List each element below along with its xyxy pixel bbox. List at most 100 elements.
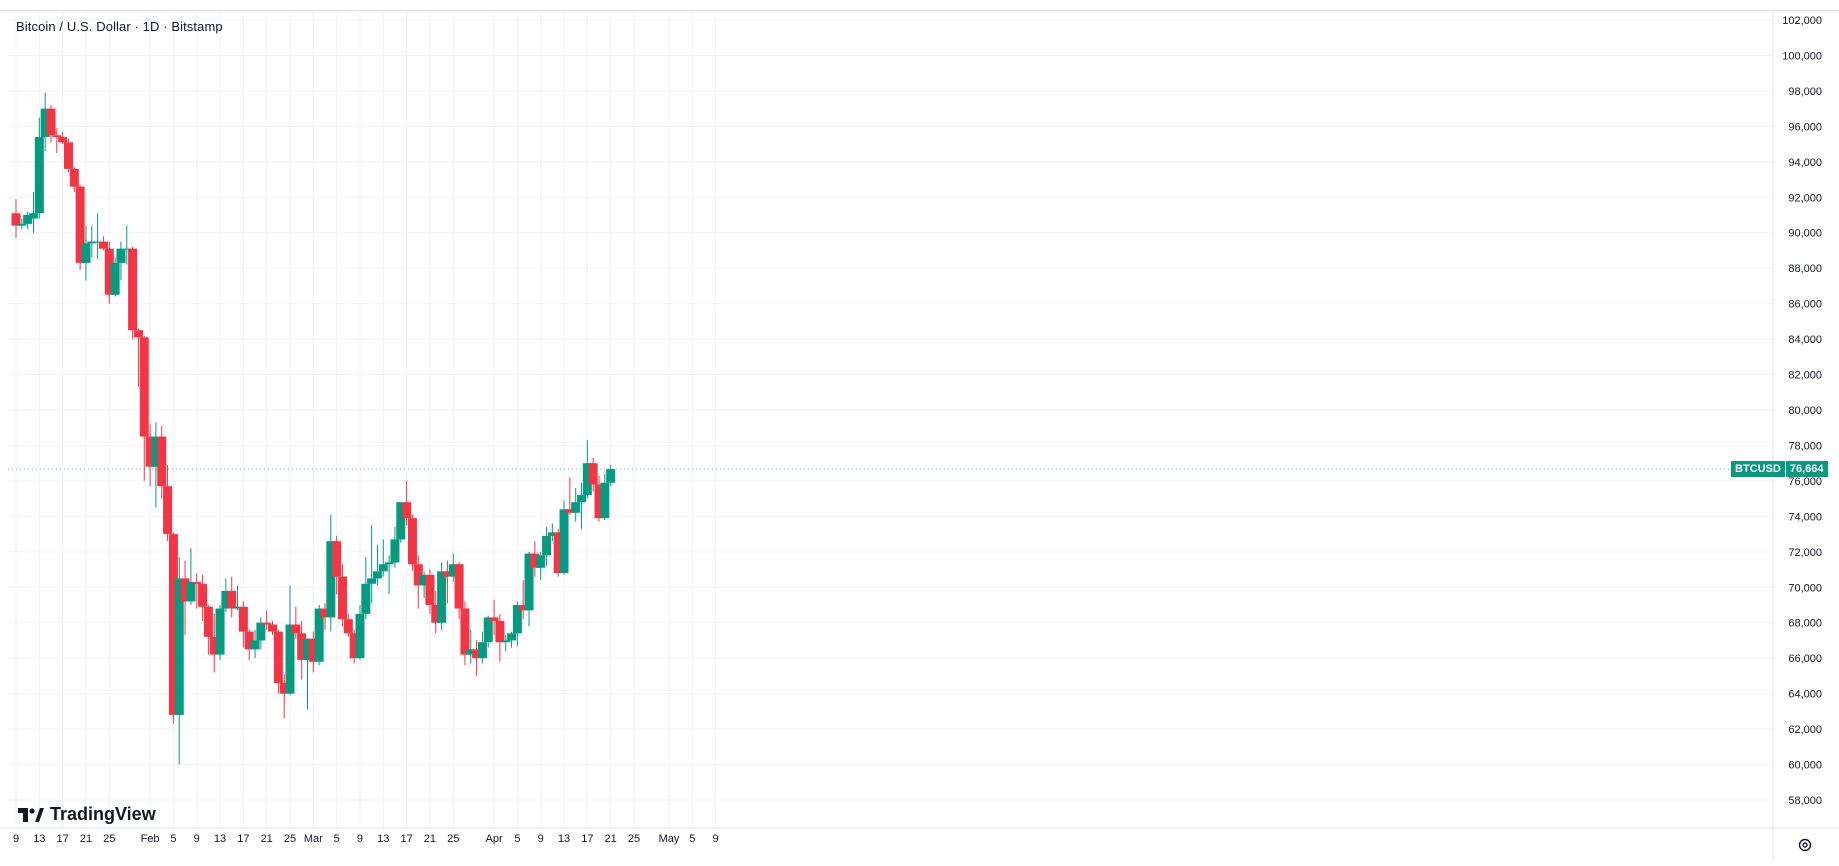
y-tick-label: 100,000 xyxy=(1782,50,1822,62)
candle xyxy=(63,138,73,173)
candle xyxy=(582,440,592,499)
x-tick-label: 21 xyxy=(605,833,617,845)
candle xyxy=(413,555,423,609)
tradingview-brand[interactable]: TradingView xyxy=(18,804,156,825)
candle xyxy=(198,574,208,621)
candle-body xyxy=(518,605,528,611)
candle-body xyxy=(157,436,167,487)
candle xyxy=(133,328,143,387)
candle xyxy=(600,473,610,520)
candle xyxy=(407,514,417,572)
candle xyxy=(571,488,581,522)
candle-body xyxy=(343,619,353,634)
candle xyxy=(17,218,27,230)
candle-body xyxy=(128,248,138,331)
candle-body xyxy=(524,553,534,611)
candle xyxy=(279,674,289,719)
y-tick-label: 74,000 xyxy=(1788,511,1822,523)
chart-canvas[interactable]: 58,000 60,000 62,000 64,000 66,000 68,000 70,0… xyxy=(0,10,1839,861)
candle-body xyxy=(361,583,371,614)
candle-body xyxy=(11,213,21,226)
candle-body xyxy=(174,578,184,715)
candle-body xyxy=(87,241,97,244)
candle xyxy=(495,613,505,662)
candle-body xyxy=(483,617,493,643)
candle xyxy=(46,105,56,143)
candle xyxy=(425,569,435,614)
candle-body xyxy=(285,624,295,694)
candle xyxy=(122,225,132,265)
candle-body xyxy=(337,576,347,620)
candle xyxy=(58,131,68,145)
candle-body xyxy=(495,620,505,643)
y-tick-label: 80,000 xyxy=(1788,405,1822,417)
candle-body xyxy=(425,574,435,605)
candle-body xyxy=(28,213,38,219)
candle xyxy=(180,560,190,636)
candle-body xyxy=(466,649,476,655)
candle xyxy=(547,523,557,542)
candle-body xyxy=(355,613,365,659)
candle-body xyxy=(431,605,441,623)
candle-body xyxy=(437,571,447,623)
candle xyxy=(448,553,458,582)
candle-body xyxy=(536,555,546,568)
candle xyxy=(52,128,62,153)
candle xyxy=(606,464,616,487)
candle-body xyxy=(460,608,470,655)
candle xyxy=(361,557,371,620)
candle xyxy=(221,578,231,613)
candle-body xyxy=(303,638,312,660)
candle-body xyxy=(273,631,283,683)
candle-body xyxy=(186,581,196,602)
candle-body xyxy=(501,640,511,643)
candle xyxy=(553,528,563,577)
candle xyxy=(437,562,447,630)
candle xyxy=(116,241,126,281)
candle-body xyxy=(203,606,213,637)
y-tick-label: 82,000 xyxy=(1788,370,1822,382)
candle-body xyxy=(163,486,173,535)
candle xyxy=(460,601,470,666)
candle-body xyxy=(332,541,342,577)
candle-body xyxy=(180,578,190,602)
candle-body xyxy=(454,564,464,609)
y-tick-label: 64,000 xyxy=(1788,689,1822,701)
x-tick-label: 17 xyxy=(400,833,412,845)
candle-body xyxy=(238,606,248,632)
candle xyxy=(174,557,184,765)
candle xyxy=(524,551,534,627)
candle-body xyxy=(308,638,318,662)
candle-body xyxy=(297,633,307,660)
x-tick-label: 9 xyxy=(13,833,19,845)
candle xyxy=(477,631,487,664)
chart-legend-title: Bitcoin / U.S. Dollar · 1D · Bitstamp xyxy=(16,19,223,34)
settings-gear-icon[interactable] xyxy=(1796,836,1814,854)
x-tick-label: May xyxy=(659,833,680,845)
candle-body xyxy=(448,564,458,577)
y-tick-label: 84,000 xyxy=(1788,334,1822,346)
candle xyxy=(238,601,248,648)
candle xyxy=(343,613,353,637)
candle xyxy=(454,562,464,620)
candle-body xyxy=(17,223,27,226)
candle xyxy=(536,551,546,581)
candle xyxy=(308,631,318,673)
x-tick-label: Mar xyxy=(304,833,323,845)
x-tick-label: 5 xyxy=(170,833,176,845)
candle xyxy=(87,225,97,258)
y-tick-label: 72,000 xyxy=(1788,547,1822,559)
candle xyxy=(501,635,511,652)
candlestick-chart[interactable]: 58,000 60,000 62,000 64,000 66,000 68,000 70,0… xyxy=(0,10,1839,861)
x-tick-label: 25 xyxy=(103,833,115,845)
candle-body xyxy=(349,633,359,659)
candle xyxy=(489,599,499,636)
candle xyxy=(472,640,482,676)
x-tick-label: Feb xyxy=(141,833,160,845)
candle xyxy=(209,613,219,673)
candle-body xyxy=(507,633,517,641)
x-tick-label: 13 xyxy=(33,833,45,845)
candle xyxy=(518,580,528,620)
candle xyxy=(273,629,283,694)
candle-body xyxy=(69,168,79,187)
